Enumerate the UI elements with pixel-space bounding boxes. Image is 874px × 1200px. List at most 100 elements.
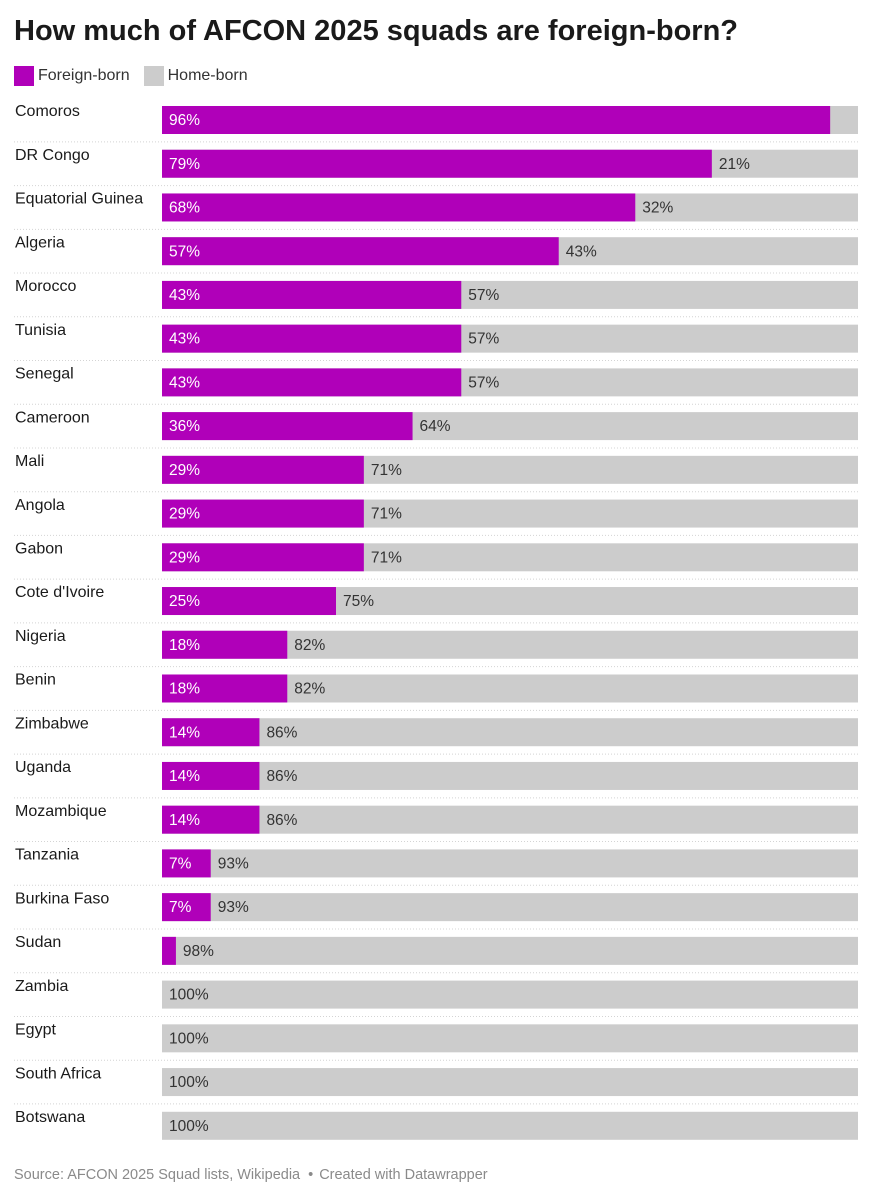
- value-label-home-born-zimbabwe: 86%: [266, 724, 297, 741]
- value-label-foreign-born-cote-d-ivoire: 25%: [169, 593, 200, 610]
- value-label-foreign-born-morocco: 43%: [169, 287, 200, 304]
- legend-swatch-foreign-born: [14, 66, 34, 86]
- category-label-benin: Benin: [15, 672, 56, 689]
- bar-foreign-born-senegal: [162, 368, 462, 397]
- category-label-nigeria: Nigeria: [15, 628, 66, 645]
- value-label-foreign-born-angola: 29%: [169, 506, 200, 523]
- bar-foreign-born-nigeria: [162, 630, 288, 659]
- value-label-foreign-born-gabon: 29%: [169, 549, 200, 566]
- legend-item-foreign-born: Foreign-born: [14, 66, 130, 86]
- category-label-south-africa: South Africa: [15, 1065, 101, 1082]
- category-label-zimbabwe: Zimbabwe: [15, 715, 89, 732]
- legend-item-home-born: Home-born: [143, 66, 248, 86]
- category-label-egypt: Egypt: [15, 1022, 56, 1039]
- bar-home-born-south-africa: [162, 1068, 858, 1097]
- value-label-foreign-born-mali: 29%: [169, 462, 200, 479]
- bar-foreign-born-mali: [162, 455, 364, 484]
- value-label-home-born-angola: 71%: [371, 506, 402, 523]
- value-label-home-born-morocco: 57%: [468, 287, 499, 304]
- legend: Foreign-born Home-born: [14, 66, 262, 86]
- value-label-home-born-tunisia: 57%: [468, 331, 499, 348]
- value-label-foreign-born-mozambique: 14%: [169, 812, 200, 829]
- category-label-comoros: Comoros: [15, 103, 80, 120]
- footer: Source: AFCON 2025 Squad lists, Wikipedi…: [14, 1167, 488, 1183]
- bar-home-born-mozambique: [162, 805, 858, 834]
- bar-home-born-zambia: [162, 980, 858, 1009]
- category-label-mozambique: Mozambique: [15, 803, 107, 820]
- value-label-home-born-mali: 71%: [371, 462, 402, 479]
- value-label-home-born-senegal: 57%: [468, 374, 499, 391]
- value-label-home-born-uganda: 86%: [266, 768, 297, 785]
- value-label-foreign-born-cameroon: 36%: [169, 418, 200, 435]
- value-label-foreign-born-burkina-faso: 7%: [169, 899, 192, 916]
- value-label-foreign-born-tanzania: 7%: [169, 856, 192, 873]
- value-label-foreign-born-tunisia: 43%: [169, 331, 200, 348]
- category-label-equatorial-guinea: Equatorial Guinea: [15, 191, 143, 208]
- bar-foreign-born-cameroon: [162, 412, 413, 441]
- value-label-home-born-tanzania: 93%: [218, 856, 249, 873]
- bar-foreign-born-comoros: [162, 106, 831, 134]
- bar-foreign-born-equatorial-guinea: [162, 193, 636, 222]
- bar-home-born-uganda: [162, 761, 858, 790]
- category-label-tanzania: Tanzania: [15, 847, 79, 864]
- category-label-cote-d-ivoire: Cote d'Ivoire: [15, 584, 104, 601]
- category-label-morocco: Morocco: [15, 278, 76, 295]
- value-label-home-born-cameroon: 64%: [420, 418, 451, 435]
- chart-title: How much of AFCON 2025 squads are foreig…: [14, 15, 739, 47]
- value-label-foreign-born-dr-congo: 79%: [169, 156, 200, 173]
- bar-home-born-tanzania: [162, 849, 858, 878]
- bar-home-born-zimbabwe: [162, 718, 858, 747]
- bar-foreign-born-dr-congo: [162, 149, 712, 178]
- value-label-home-born-south-africa: 100%: [169, 1074, 209, 1091]
- bar-foreign-born-mozambique: [162, 805, 260, 834]
- value-label-foreign-born-benin: 18%: [169, 681, 200, 698]
- value-label-foreign-born-uganda: 14%: [169, 768, 200, 785]
- value-label-foreign-born-comoros: 96%: [169, 112, 200, 129]
- category-label-uganda: Uganda: [15, 759, 71, 776]
- category-label-gabon: Gabon: [15, 541, 63, 558]
- category-label-sudan: Sudan: [15, 934, 61, 951]
- value-label-home-born-cote-d-ivoire: 75%: [343, 593, 374, 610]
- bar-home-born-botswana: [162, 1111, 858, 1140]
- value-label-home-born-benin: 82%: [294, 681, 325, 698]
- bar-foreign-born-angola: [162, 499, 364, 528]
- category-label-burkina-faso: Burkina Faso: [15, 890, 109, 907]
- bar-foreign-born-gabon: [162, 543, 364, 572]
- category-label-dr-congo: DR Congo: [15, 147, 90, 164]
- value-label-home-born-algeria: 43%: [566, 243, 597, 260]
- legend-swatch-home-born: [143, 66, 164, 86]
- value-label-foreign-born-algeria: 57%: [169, 243, 200, 260]
- category-label-algeria: Algeria: [15, 234, 65, 251]
- value-label-foreign-born-senegal: 43%: [169, 374, 200, 391]
- bar-foreign-born-algeria: [162, 237, 559, 266]
- value-label-foreign-born-zimbabwe: 14%: [169, 724, 200, 741]
- category-label-cameroon: Cameroon: [15, 409, 90, 426]
- value-label-home-born-botswana: 100%: [169, 1118, 209, 1135]
- source-note: Source: AFCON 2025 Squad lists, Wikipedi…: [14, 1167, 301, 1183]
- value-label-home-born-burkina-faso: 93%: [218, 899, 249, 916]
- value-label-home-born-equatorial-guinea: 32%: [642, 200, 673, 217]
- bar-foreign-born-tunisia: [162, 324, 462, 353]
- bar-foreign-born-benin: [162, 674, 288, 703]
- bar-foreign-born-burkina-faso: [162, 893, 211, 922]
- value-label-foreign-born-nigeria: 18%: [169, 637, 200, 654]
- credit-note: Created with Datawrapper: [319, 1167, 488, 1183]
- value-label-home-born-dr-congo: 21%: [719, 156, 750, 173]
- bar-home-born-egypt: [162, 1024, 858, 1053]
- category-label-botswana: Botswana: [15, 1109, 85, 1126]
- bar-foreign-born-tanzania: [162, 849, 211, 878]
- category-label-mali: Mali: [15, 453, 44, 470]
- value-label-home-born-nigeria: 82%: [294, 637, 325, 654]
- bar-home-born-sudan: [162, 936, 858, 965]
- bar-home-born-burkina-faso: [162, 893, 858, 922]
- legend-label-home-born: Home-born: [167, 67, 248, 84]
- value-label-home-born-zambia: 100%: [169, 987, 209, 1004]
- category-label-angola: Angola: [15, 497, 65, 514]
- bar-foreign-born-cote-d-ivoire: [162, 587, 336, 616]
- value-label-home-born-gabon: 71%: [371, 549, 402, 566]
- legend-label-foreign-born: Foreign-born: [38, 67, 130, 84]
- category-label-senegal: Senegal: [15, 366, 74, 383]
- value-label-foreign-born-equatorial-guinea: 68%: [169, 200, 200, 217]
- value-label-home-born-sudan: 98%: [183, 943, 214, 960]
- bar-foreign-born-zimbabwe: [162, 718, 260, 747]
